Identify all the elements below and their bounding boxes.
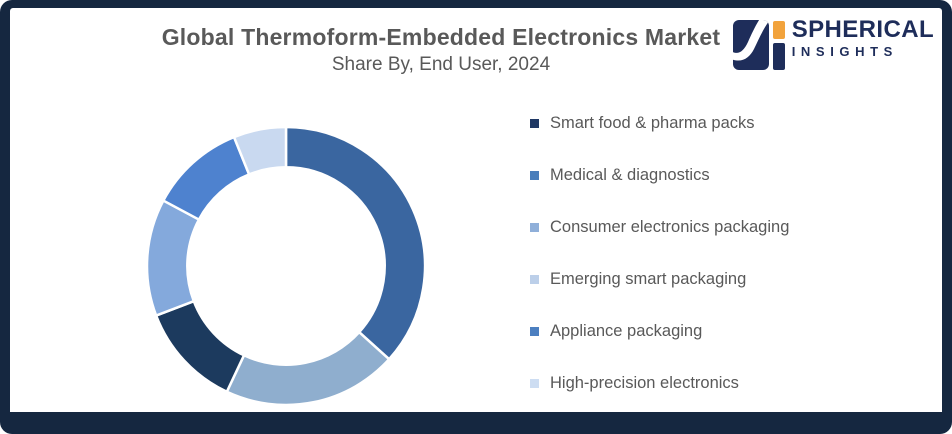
logo-tagline: INSIGHTS <box>791 44 898 59</box>
legend-swatch <box>530 222 539 232</box>
legend-item: Consumer electronics packaging <box>530 201 789 253</box>
donut-segment <box>154 299 246 394</box>
logo-name: SPHERICAL <box>791 16 934 43</box>
legend-swatch <box>530 378 539 388</box>
legend-label: Medical & diagnostics <box>550 165 710 184</box>
donut-segment <box>284 125 427 361</box>
chart-header: Global Thermoform-Embedded Electronics M… <box>10 24 872 76</box>
chart-canvas: Global Thermoform-Embedded Electronics M… <box>10 8 942 412</box>
legend-swatch <box>530 274 539 284</box>
chart-title: Global Thermoform-Embedded Electronics M… <box>161 24 721 50</box>
chart-subtitle: Share By, End User, 2024 <box>331 54 551 76</box>
legend-swatch <box>530 326 539 336</box>
donut-segment <box>162 135 251 221</box>
legend-label: High-precision electronics <box>550 373 739 392</box>
donut-segment <box>145 199 201 317</box>
legend-item: Appliance packaging <box>530 305 789 357</box>
legend-swatch <box>530 118 539 128</box>
donut-chart <box>145 125 427 407</box>
logo-text: SPHERICAL INSIGHTS <box>791 16 934 59</box>
donut-chart-area <box>145 125 427 407</box>
legend-label: Appliance packaging <box>550 321 703 340</box>
spherical-insights-logo-icon <box>732 20 785 70</box>
legend-label: Emerging smart packaging <box>550 269 747 288</box>
legend-label: Consumer electronics packaging <box>550 217 790 236</box>
legend-swatch <box>530 170 539 180</box>
logo-bar-navy <box>772 43 785 70</box>
spherical-insights-logo: SPHERICAL INSIGHTS <box>732 16 934 72</box>
legend-item: Emerging smart packaging <box>530 253 789 305</box>
legend-item: Smart food & pharma packs <box>530 97 789 149</box>
logo-bar-orange <box>772 21 785 39</box>
legend-item: High-precision electronics <box>530 357 789 409</box>
donut-segment <box>232 125 288 176</box>
logo-swoosh <box>732 20 769 61</box>
legend-label: Smart food & pharma packs <box>550 113 755 132</box>
legend-item: Medical & diagnostics <box>530 149 789 201</box>
donut-segment <box>225 330 391 407</box>
chart-legend: Smart food & pharma packs Medical & diag… <box>530 97 789 409</box>
